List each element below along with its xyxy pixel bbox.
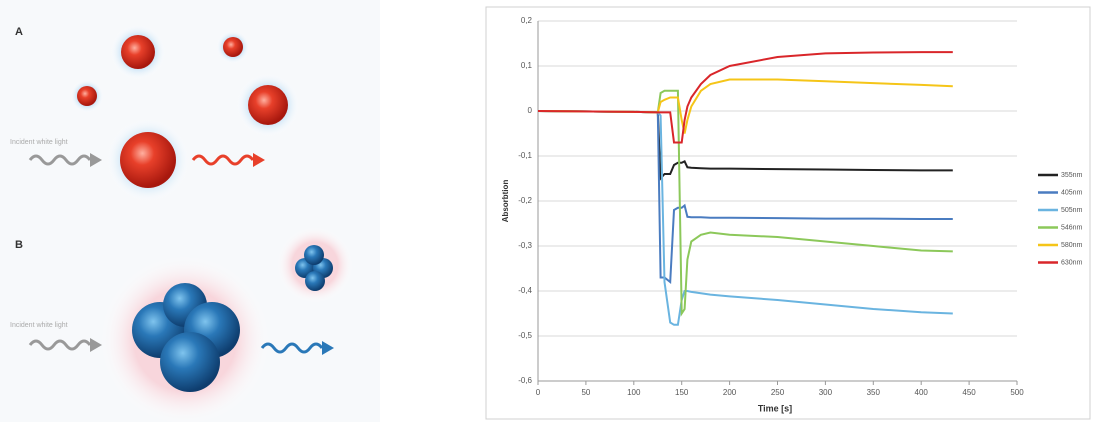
x-tick-label: 100 [627,388,641,397]
x-tick-label: 250 [771,388,785,397]
y-tick-label: 0 [528,106,533,115]
x-tick-label: 400 [915,388,929,397]
cluster [305,271,325,291]
caption: Incident white light [10,322,68,329]
legend-label: 355nm [1061,172,1083,179]
x-tick-label: 200 [723,388,737,397]
particle [120,132,176,188]
legend-label: 630nm [1061,259,1083,266]
y-tick-label: 0,2 [521,16,533,25]
legend-label: 546nm [1061,224,1083,231]
y-tick-label: -0,3 [518,241,532,250]
legend-label: 580nm [1061,242,1083,249]
y-tick-label: -0,4 [518,286,532,295]
x-tick-label: 300 [819,388,833,397]
chart-frame [486,7,1090,419]
y-tick-label: 0,1 [521,61,533,70]
cluster [160,332,220,392]
x-tick-label: 350 [867,388,881,397]
cluster [304,245,324,265]
figure: A Incident white light B Incident white … [0,0,1093,422]
illustration: A Incident white light B Incident white … [0,0,380,422]
panel-label: A [15,26,23,38]
particle [121,35,155,69]
x-tick-label: 0 [536,388,541,397]
x-axis-title: Time [s] [758,403,792,413]
x-tick-label: 450 [962,388,976,397]
y-tick-label: -0,1 [518,151,532,160]
x-tick-label: 150 [675,388,689,397]
y-axis-title: Absorbtion [501,180,510,223]
caption: Incident white light [10,139,68,146]
y-tick-label: -0,5 [518,331,532,340]
particle [223,37,243,57]
x-tick-label: 50 [581,388,590,397]
y-tick-label: -0,6 [518,376,532,385]
particle [248,85,288,125]
legend-label: 405nm [1061,189,1083,196]
y-tick-label: -0,2 [518,196,532,205]
panel-label: B [15,239,23,251]
legend-label: 505nm [1061,207,1083,214]
particle [77,86,97,106]
x-tick-label: 500 [1010,388,1024,397]
